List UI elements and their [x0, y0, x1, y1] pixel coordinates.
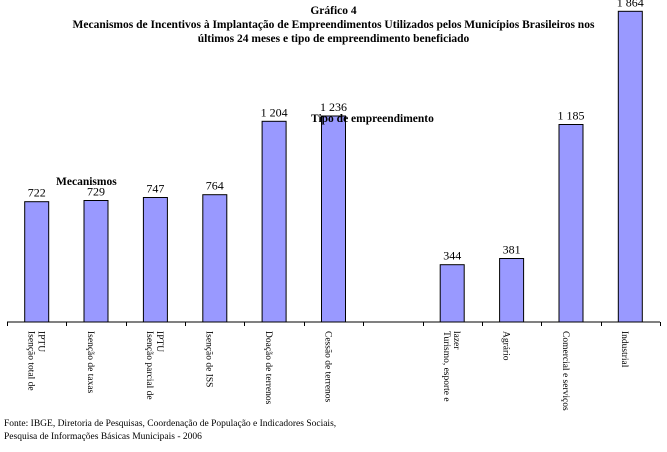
data-label: 1 236	[320, 100, 347, 114]
tick-label: Doação de terrenos	[263, 331, 273, 405]
data-label: 722	[28, 186, 46, 200]
bar	[261, 120, 287, 323]
tick-label: IPTU	[36, 331, 46, 352]
tick-label: Agrário	[500, 331, 510, 361]
data-label: 1 204	[261, 105, 288, 119]
tick-label: Isenção total de	[26, 331, 36, 391]
chart-subtitle-line-2: últimos 24 meses e tipo de empreendiment…	[197, 33, 470, 45]
tick-label: Comercial e serviços	[560, 331, 570, 411]
tick-label: Cessão de terrenos	[322, 331, 332, 403]
source-note: Fonte: IBGE, Diretoria de Pesquisas, Coo…	[4, 418, 336, 444]
bar	[24, 201, 50, 323]
tick-label: Isenção de ISS	[204, 331, 214, 387]
source-line-2: Pesquisa de Informações Básicas Municipa…	[4, 432, 202, 442]
bar	[499, 258, 525, 323]
chart-title: Gráfico 4	[310, 5, 357, 17]
data-label: 381	[503, 243, 521, 257]
bar	[142, 197, 168, 323]
chart-title-block: Gráfico 4 Mecanismos de Incentivos à Imp…	[0, 4, 667, 46]
tick-label: Isenção de taxas	[85, 331, 95, 394]
data-label: 344	[443, 249, 461, 263]
bar	[558, 124, 584, 323]
section-label-mecanismos: Mecanismos	[56, 176, 117, 188]
chart-subtitle-line-1: Mecanismos de Incentivos à Implantação d…	[72, 19, 595, 31]
data-label: 1 185	[558, 109, 585, 123]
tick-label: Industrial	[619, 331, 629, 368]
data-label: 764	[206, 179, 224, 193]
section-label-tipo-empreendimento: Tipo de empreendimento	[311, 113, 434, 125]
tick-label: Isenção parcial de	[144, 331, 154, 400]
tick-label: Turismo, esporte e	[441, 331, 451, 402]
data-label: 729	[87, 185, 105, 199]
bar	[321, 115, 346, 323]
data-label: 747	[146, 182, 164, 196]
bar	[202, 194, 228, 323]
source-line-1: Fonte: IBGE, Diretoria de Pesquisas, Coo…	[4, 419, 337, 429]
tick-label: lazer	[451, 331, 461, 350]
tick-label: IPTU	[154, 331, 164, 352]
bar	[83, 200, 109, 323]
data-label: 1 864	[617, 0, 644, 9]
bar	[617, 10, 643, 323]
bar	[439, 264, 465, 323]
